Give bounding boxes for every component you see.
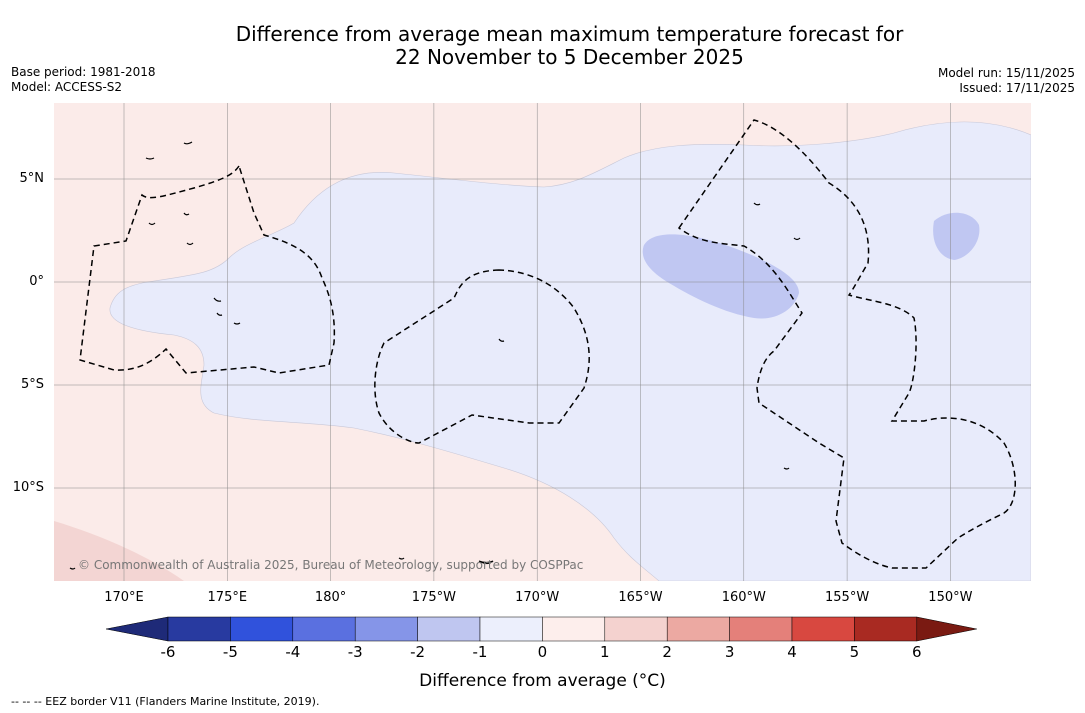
colorbar-tick-label: 6 bbox=[912, 643, 922, 661]
x-tick-label: 180° bbox=[314, 590, 347, 605]
map-title-line2: 22 November to 5 December 2025 bbox=[395, 45, 744, 69]
colorbar-tick-label: -3 bbox=[347, 643, 363, 661]
graticule bbox=[54, 103, 1031, 581]
eez-borders bbox=[79, 119, 1016, 569]
x-tick-label: 165°W bbox=[618, 590, 663, 605]
colorbar-tick-label: -5 bbox=[222, 643, 238, 661]
colorbar-segment bbox=[230, 616, 294, 642]
x-tick-label: 170°E bbox=[104, 590, 144, 605]
colorbar-tick-label: 2 bbox=[662, 643, 672, 661]
colorbar-segment bbox=[417, 616, 481, 642]
issued-date: Issued: 17/11/2025 bbox=[959, 81, 1075, 95]
y-tick-label: 5°S bbox=[20, 377, 44, 392]
islands bbox=[69, 141, 801, 570]
negative-anomaly-area bbox=[109, 121, 1031, 581]
colorbar-segment bbox=[292, 616, 356, 642]
copyright-notice: © Commonwealth of Australia 2025, Bureau… bbox=[78, 558, 584, 572]
colorbar bbox=[106, 616, 977, 642]
y-tick-label: 5°N bbox=[19, 171, 45, 186]
colorbar-tick-label: -6 bbox=[160, 643, 176, 661]
colorbar-segment bbox=[167, 616, 231, 642]
colorbar-tick-label: 1 bbox=[600, 643, 610, 661]
colorbar-segment bbox=[729, 616, 793, 642]
colorbar-tick-label: 5 bbox=[849, 643, 860, 661]
colorbar-label: Difference from average (°C) bbox=[419, 671, 666, 691]
colorbar-segment bbox=[791, 616, 855, 642]
strong-positive-area bbox=[54, 521, 184, 581]
x-tick-label: 160°W bbox=[721, 590, 766, 605]
colorbar-segment bbox=[666, 616, 730, 642]
x-tick-label: 175°E bbox=[207, 590, 248, 605]
temperature-map bbox=[54, 103, 1031, 581]
colorbar-segment bbox=[542, 616, 606, 642]
colorbar-segment bbox=[479, 616, 543, 642]
eez-legend-footnote: -- -- -- EEZ border V11 (Flanders Marine… bbox=[11, 695, 320, 708]
colorbar-segment bbox=[354, 616, 418, 642]
y-tick-label: 0° bbox=[29, 274, 44, 289]
colorbar-tick-label: 4 bbox=[787, 643, 797, 661]
map-title-line1: Difference from average mean maximum tem… bbox=[235, 22, 904, 46]
x-tick-label: 155°W bbox=[825, 590, 870, 605]
strong-negative-area bbox=[642, 234, 799, 319]
colorbar-segment bbox=[854, 616, 918, 642]
base-period: Base period: 1981-2018 bbox=[11, 65, 156, 79]
colorbar-tick-label: 3 bbox=[724, 643, 735, 661]
y-tick-label: 10°S bbox=[12, 480, 44, 495]
x-tick-label: 170°W bbox=[515, 590, 560, 605]
colorbar-tick-label: -1 bbox=[472, 643, 488, 661]
colorbar-over-extension bbox=[916, 616, 977, 642]
model-name: Model: ACCESS-S2 bbox=[11, 80, 123, 94]
colorbar-tick-label: -2 bbox=[410, 643, 426, 661]
colorbar-under-extension bbox=[106, 616, 169, 642]
colorbar-tick-label: 0 bbox=[537, 643, 548, 661]
colorbar-tick-label: -4 bbox=[285, 643, 301, 661]
model-run: Model run: 15/11/2025 bbox=[937, 66, 1075, 80]
x-tick-label: 175°W bbox=[411, 590, 456, 605]
x-tick-label: 150°W bbox=[928, 590, 973, 605]
strong-negative-area-2 bbox=[933, 212, 980, 260]
colorbar-segment bbox=[604, 616, 668, 642]
